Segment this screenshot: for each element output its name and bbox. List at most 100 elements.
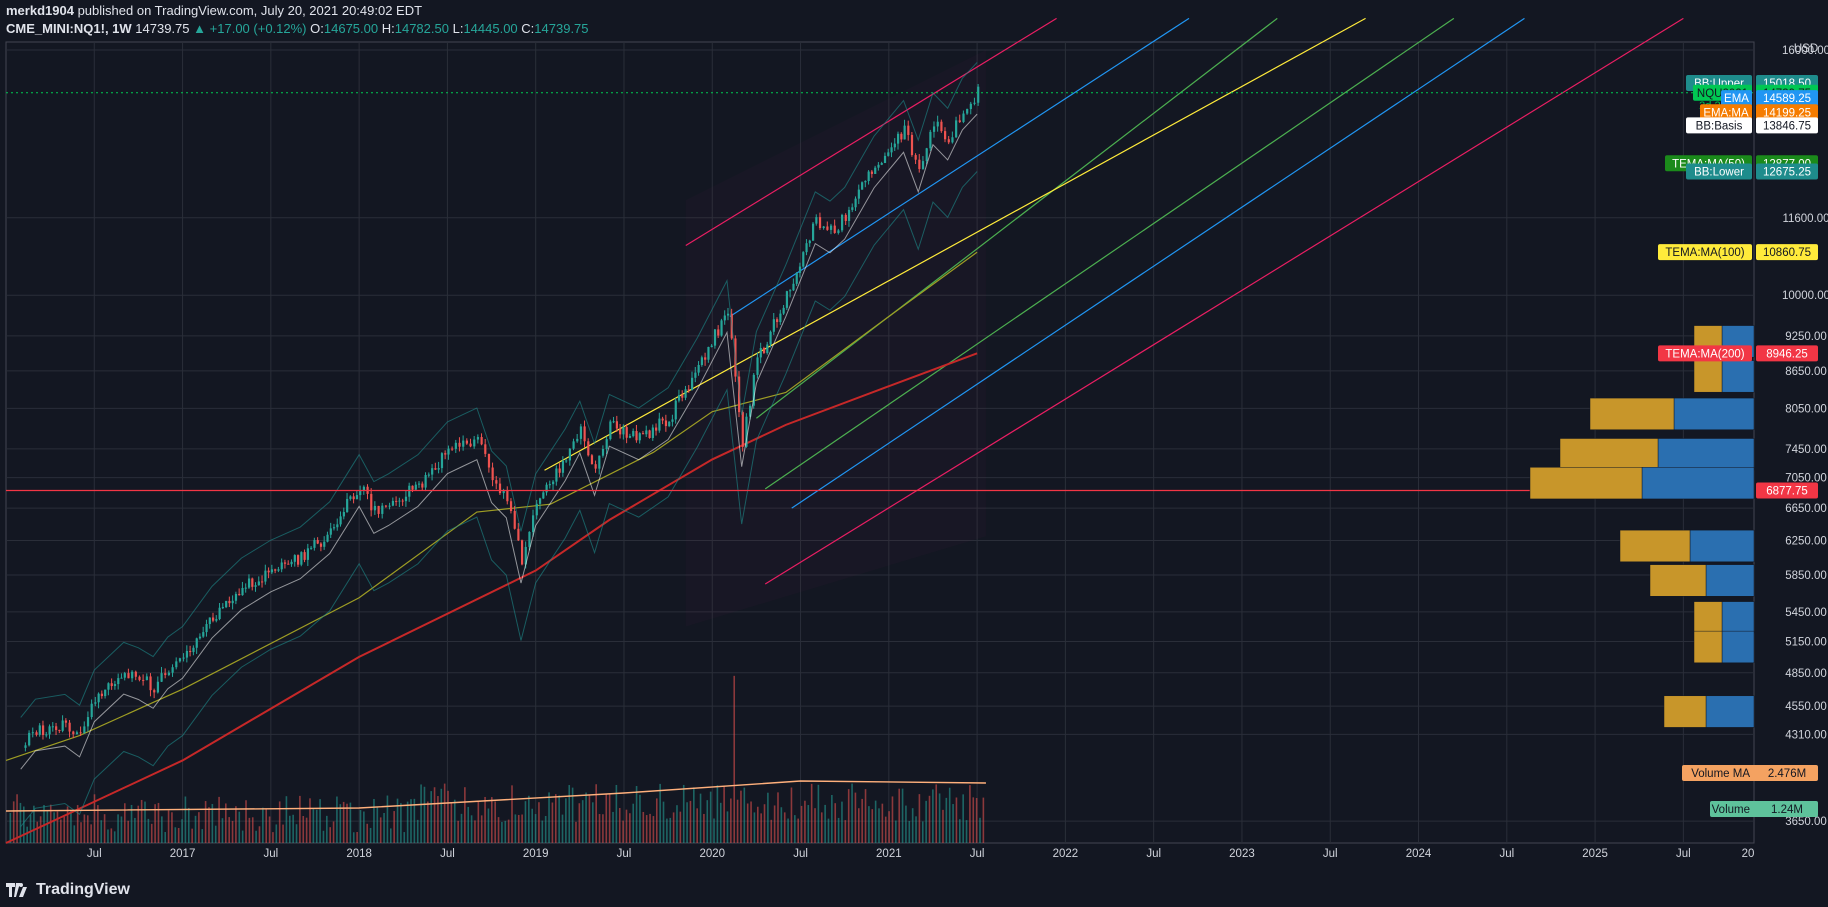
y-tick-label: 5450.00 (1785, 607, 1827, 619)
volume-bar (709, 791, 712, 843)
y-tick-label: 4310.00 (1785, 729, 1827, 741)
tema-ma200-line (5, 352, 978, 844)
candle-body (274, 569, 277, 571)
volume-bar (807, 805, 810, 843)
candle-body (936, 121, 939, 127)
candle-body (134, 671, 137, 677)
volume-bar (854, 792, 857, 843)
volume-bar (302, 815, 305, 843)
candle-body (509, 501, 513, 512)
volume-bar (73, 825, 76, 843)
candle-body (552, 481, 555, 485)
volume-bar (750, 801, 752, 843)
close-value: 14739.75 (534, 21, 589, 36)
candle-body (874, 167, 877, 174)
volume-bar (716, 785, 719, 843)
volume-profile-down-bar (1673, 397, 1755, 430)
volume-bar (635, 786, 638, 843)
volume-bar (565, 798, 567, 843)
volume-bar (783, 812, 786, 843)
volume-bar (292, 814, 294, 843)
candle-body (880, 163, 883, 165)
volume-bar (507, 819, 510, 843)
last-price: 14739.75 (135, 21, 190, 36)
candle-body (545, 484, 548, 493)
x-tick-label: Jul (617, 848, 632, 860)
volume-bar (756, 806, 759, 843)
x-tick-label: 2022 (1053, 848, 1079, 860)
volume-bar (871, 809, 874, 843)
volume-bar (245, 800, 247, 843)
candle-body (61, 720, 64, 731)
candle-body (241, 587, 244, 596)
high-label: H: (381, 21, 395, 36)
price-scale-marker (1756, 345, 1818, 362)
candle-body (769, 331, 772, 345)
ohlc-legend: CME_MINI:NQ1!, 1W 14739.75 ▲ +17.00 (+0.… (6, 21, 589, 36)
volume-bar (753, 812, 756, 843)
volume-bar (433, 787, 436, 843)
volume-bar (120, 816, 123, 843)
candle-body (726, 313, 730, 316)
volume-bar (905, 805, 907, 843)
volume-bar (97, 805, 99, 843)
candle-body (440, 453, 444, 469)
volume-bar (615, 784, 618, 843)
candle-body (336, 524, 339, 528)
volume-bar (686, 802, 688, 843)
candle-body (921, 161, 925, 169)
volume-bar (548, 792, 550, 843)
volume-bar (140, 799, 143, 843)
candle-body (598, 455, 601, 469)
volume-bar (605, 794, 608, 843)
candle-body (594, 464, 597, 469)
volume-bar (36, 821, 39, 843)
y-tick-label: 7450.00 (1785, 444, 1827, 456)
volume-bar (369, 827, 372, 843)
candle-body (622, 427, 625, 435)
volume-profile-down-bar (1641, 467, 1755, 500)
candle-body (195, 638, 198, 648)
symbol-label[interactable]: CME_MINI:NQ1!, 1W (6, 21, 132, 36)
author-name[interactable]: merkd1904 (6, 3, 74, 18)
candle-body (694, 372, 697, 378)
y-tick-label: 6650.00 (1785, 503, 1827, 515)
candle-body (487, 453, 491, 468)
volume-bar (154, 804, 156, 843)
bb-lower-line (20, 171, 978, 827)
candle-body (583, 426, 586, 442)
candle-body (319, 543, 323, 547)
volume-bar (204, 801, 207, 843)
volume-bar (672, 812, 675, 843)
candle-body (404, 496, 408, 502)
volume-bar (400, 803, 402, 843)
volume-bar (211, 803, 214, 843)
y-tick-label: 8050.00 (1785, 403, 1827, 415)
candle-body (502, 490, 505, 494)
indicator-name-label: EMA:MA (1703, 107, 1749, 119)
volume-bar (814, 808, 816, 843)
volume-bar (457, 820, 459, 843)
volume-bar (497, 817, 500, 843)
volume-bar (12, 801, 15, 843)
candle-body (72, 731, 75, 735)
candle-body (555, 468, 558, 482)
volume-bar (406, 801, 409, 843)
candle-body (391, 500, 395, 506)
candle-body (524, 546, 527, 565)
candle-body (94, 702, 97, 704)
candle-body (342, 512, 345, 517)
candle-body (138, 676, 141, 680)
x-tick-label: Jul (970, 848, 985, 860)
candle-body (75, 732, 79, 735)
volume-profile-down-bar (1721, 630, 1755, 664)
candle-body (681, 395, 684, 398)
volume-bar (171, 812, 173, 843)
candle-body (576, 438, 579, 442)
volume-bar (514, 814, 517, 843)
volume-bar (235, 806, 237, 843)
candle-body (329, 528, 332, 535)
x-tick-label: Jul (263, 848, 278, 860)
tradingview-logo[interactable]: TradingView (6, 881, 130, 899)
